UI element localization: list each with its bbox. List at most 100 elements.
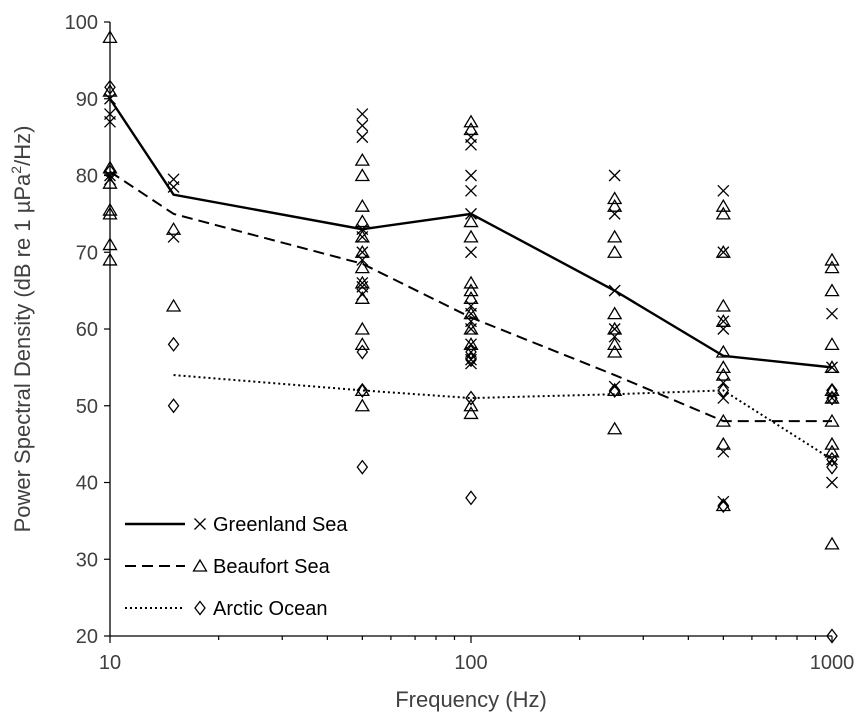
- data-point-greenland-sea: [356, 119, 369, 132]
- data-point-beaufort-sea: [463, 122, 479, 136]
- data-point-greenland-sea: [465, 138, 477, 151]
- data-point-arctic-ocean: [465, 352, 477, 368]
- data-point-beaufort-sea: [715, 314, 731, 327]
- data-point-greenland-sea: [826, 307, 838, 320]
- data-point-beaufort-sea: [824, 383, 840, 397]
- legend-marker-arctic-ocean: [194, 600, 206, 616]
- series-line-greenland-sea: [108, 98, 833, 369]
- data-point-beaufort-sea: [824, 444, 840, 458]
- y-tick-label: 20: [76, 626, 98, 648]
- data-point-beaufort-sea: [463, 229, 479, 243]
- data-point-arctic-ocean: [465, 390, 477, 406]
- data-point-beaufort-sea: [824, 337, 840, 351]
- data-point-greenland-sea: [356, 276, 369, 289]
- data-point-greenland-sea: [356, 253, 369, 266]
- data-point-greenland-sea: [356, 108, 369, 121]
- legend-item-arctic-ocean: Arctic Ocean: [125, 598, 327, 620]
- data-point-beaufort-sea: [354, 168, 370, 182]
- data-point-beaufort-sea: [607, 244, 623, 258]
- data-point-beaufort-sea: [463, 306, 479, 320]
- x-ticks: 10 100 1000: [99, 636, 854, 674]
- legend-item-beaufort-sea: Beaufort Sea: [125, 556, 331, 578]
- data-point-greenland-sea: [717, 184, 730, 197]
- data-point-greenland-sea: [465, 184, 477, 197]
- data-point-greenland-sea: [608, 330, 621, 343]
- data-point-beaufort-sea: [165, 221, 182, 235]
- data-point-beaufort-sea: [607, 383, 623, 397]
- data-point-arctic-ocean: [356, 459, 369, 475]
- y-tick-label: 60: [76, 319, 98, 341]
- data-point-beaufort-sea: [715, 198, 731, 212]
- data-point-beaufort-sea: [165, 298, 182, 312]
- data-point-beaufort-sea: [824, 283, 840, 297]
- data-point-greenland-sea: [717, 376, 730, 389]
- data-point-beaufort-sea: [824, 252, 840, 266]
- data-point-greenland-sea: [356, 131, 369, 144]
- data-point-beaufort-sea: [463, 398, 479, 412]
- series-line-arctic-ocean: [173, 374, 833, 461]
- data-point-beaufort-sea: [607, 191, 623, 205]
- data-point-beaufort-sea: [354, 398, 370, 412]
- y-tick-label: 80: [76, 166, 98, 188]
- data-point-greenland-sea: [465, 353, 477, 366]
- data-point-arctic-ocean: [717, 497, 730, 514]
- data-point-arctic-ocean: [167, 336, 180, 352]
- y-tick-label: 90: [76, 89, 98, 111]
- data-point-beaufort-sea: [463, 321, 479, 335]
- data-point-greenland-sea: [717, 323, 730, 335]
- data-point-greenland-sea: [826, 392, 838, 405]
- x-tick-label: 10: [99, 652, 121, 674]
- data-point-beaufort-sea: [463, 114, 479, 128]
- data-point-beaufort-sea: [715, 498, 731, 512]
- data-point-beaufort-sea: [354, 229, 370, 243]
- x-tick-label: 1000: [810, 652, 855, 674]
- data-point-beaufort-sea: [607, 306, 623, 320]
- data-point-beaufort-sea: [824, 436, 840, 450]
- legend-marker-beaufort-sea: [192, 558, 208, 572]
- data-point-greenland-sea: [465, 357, 477, 370]
- data-point-beaufort-sea: [715, 244, 731, 258]
- data-point-arctic-ocean: [826, 459, 838, 475]
- legend-label: Greenland Sea: [213, 514, 348, 536]
- y-tick-label: 40: [76, 473, 98, 495]
- legend-label: Arctic Ocean: [213, 598, 327, 620]
- data-point-beaufort-sea: [607, 344, 623, 358]
- y-axis-title: Power Spectral Density (dB re 1 µPa2/Hz): [8, 126, 35, 533]
- data-point-greenland-sea: [608, 207, 621, 220]
- data-point-beaufort-sea: [463, 406, 479, 420]
- data-point-greenland-sea: [608, 169, 621, 182]
- data-point-greenland-sea: [717, 246, 730, 259]
- data-point-beaufort-sea: [463, 283, 479, 297]
- data-point-beaufort-sea: [715, 436, 731, 450]
- legend-item-greenland-sea: Greenland Sea: [125, 514, 348, 536]
- data-point-beaufort-sea: [824, 390, 840, 404]
- data-point-beaufort-sea: [354, 152, 370, 166]
- data-point-beaufort-sea: [607, 421, 623, 435]
- data-point-greenland-sea: [465, 169, 477, 182]
- data-point-arctic-ocean: [356, 382, 369, 398]
- data-point-beaufort-sea: [463, 275, 479, 289]
- data-point-beaufort-sea: [715, 367, 731, 381]
- data-point-beaufort-sea: [354, 291, 370, 304]
- data-point-greenland-sea: [167, 230, 180, 243]
- data-point-greenland-sea: [356, 230, 369, 243]
- data-point-beaufort-sea: [354, 337, 370, 351]
- series-beaufort-sea-points: [102, 30, 840, 550]
- x-axis-title: Frequency (Hz): [395, 687, 547, 712]
- data-point-arctic-ocean: [465, 344, 477, 360]
- data-point-arctic-ocean: [465, 490, 477, 506]
- legend: Greenland Sea Beaufort Sea Arctic Ocean: [125, 514, 348, 620]
- data-point-beaufort-sea: [463, 214, 479, 228]
- y-tick-label: 70: [76, 242, 98, 264]
- data-point-beaufort-sea: [354, 244, 370, 258]
- data-point-beaufort-sea: [463, 291, 479, 304]
- data-point-greenland-sea: [717, 445, 730, 458]
- data-point-greenland-sea: [826, 476, 838, 489]
- data-point-beaufort-sea: [354, 198, 370, 212]
- data-point-beaufort-sea: [607, 198, 623, 212]
- legend-label: Beaufort Sea: [213, 556, 331, 578]
- plot-area: [102, 30, 840, 644]
- data-point-greenland-sea: [465, 246, 477, 259]
- data-point-beaufort-sea: [607, 229, 623, 243]
- data-point-greenland-sea: [465, 323, 477, 335]
